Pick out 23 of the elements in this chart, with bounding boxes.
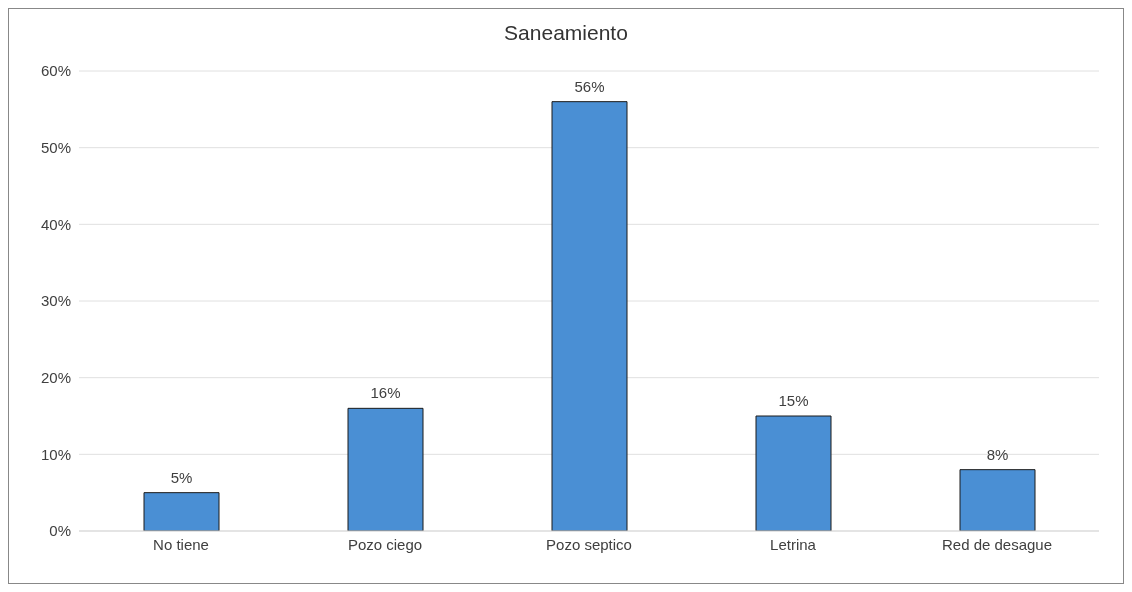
- bar: [551, 101, 628, 531]
- x-tick-label: Letrina: [770, 535, 817, 553]
- y-tick-label: 60%: [40, 62, 71, 80]
- data-label: 15%: [778, 392, 809, 409]
- data-label: 8%: [986, 445, 1009, 463]
- x-tick-label: Pozo septico: [546, 535, 632, 553]
- y-tick-label: 20%: [40, 368, 71, 386]
- bar: [143, 492, 220, 531]
- bar: [755, 415, 832, 531]
- bar: [347, 407, 424, 531]
- x-tick-label: No tiene: [153, 535, 209, 553]
- bar: [959, 469, 1036, 531]
- data-label: 16%: [370, 384, 401, 402]
- x-tick-label: Pozo ciego: [347, 535, 423, 553]
- data-label: 5%: [170, 468, 193, 486]
- chart-title: Saneamiento: [503, 21, 629, 46]
- x-tick-label: Red de desague: [941, 535, 1053, 553]
- y-tick-label: 10%: [40, 445, 71, 463]
- y-tick-label: 0%: [49, 522, 71, 540]
- data-label: 56%: [574, 77, 605, 95]
- y-tick-label: 50%: [40, 138, 71, 156]
- y-tick-label: 30%: [40, 292, 71, 310]
- y-tick-label: 40%: [40, 215, 71, 233]
